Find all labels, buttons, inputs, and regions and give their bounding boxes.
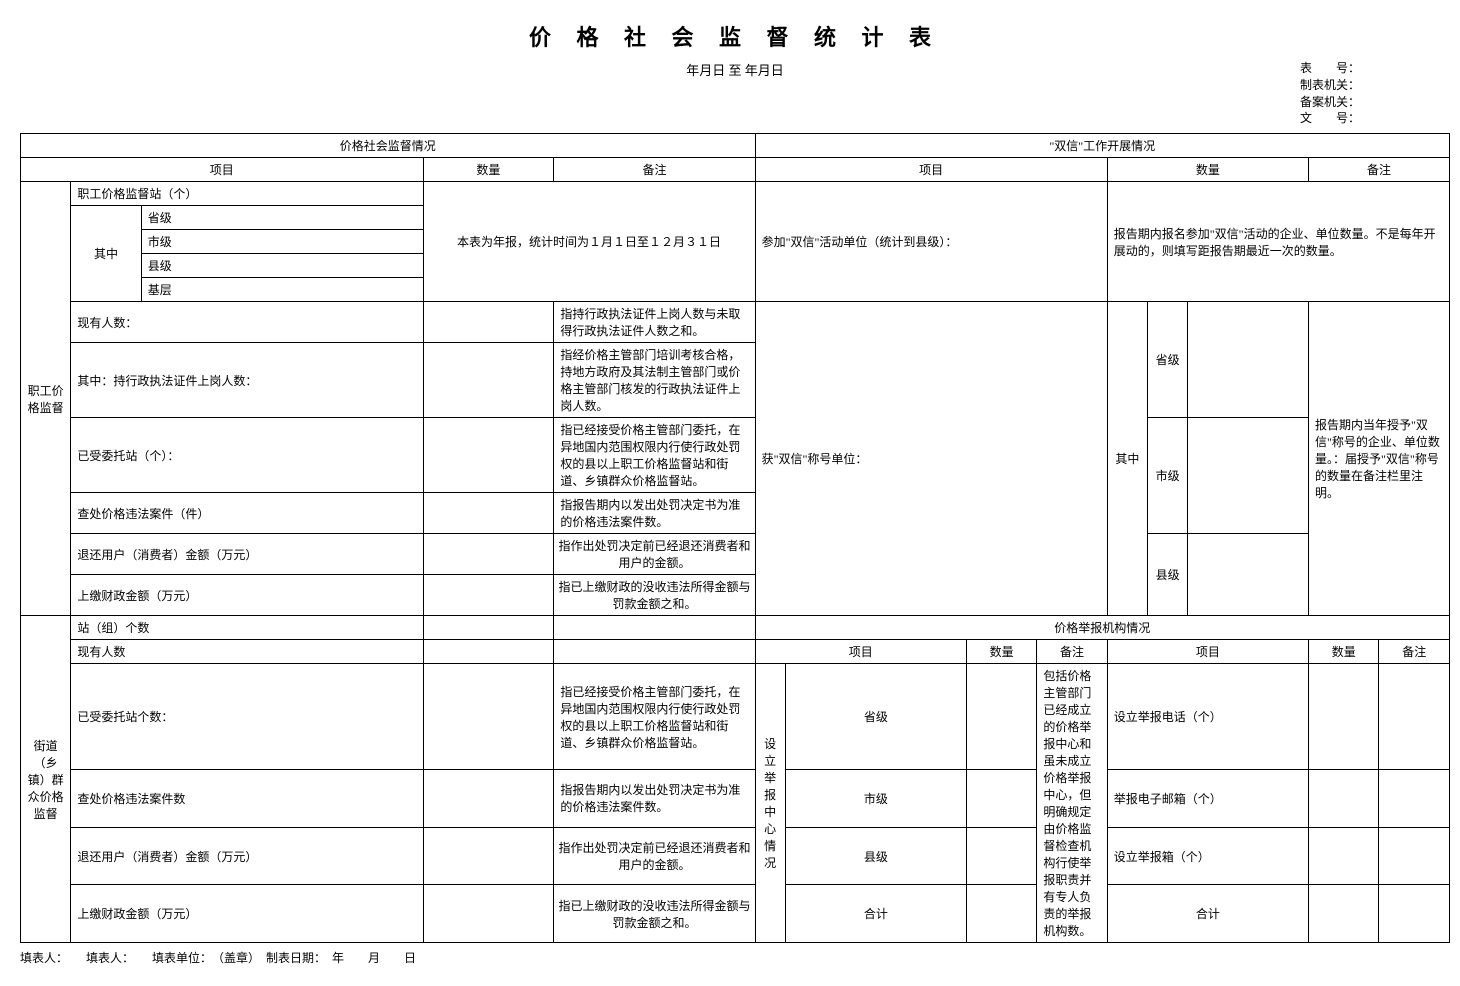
note8: 指已经接受价格主管部门委托，在异地国内范围权限内行使行政处罚权的县以上职工价格监… — [554, 418, 755, 493]
l-r1: 职工价格监督站（个） — [71, 182, 423, 206]
meta-doc-no: 文 号： — [1300, 110, 1450, 127]
r-lvl1: 省级 — [1148, 302, 1188, 418]
r-r2: 获"双信"称号单位： — [755, 302, 1107, 616]
r-subcat: 设立举报中心情况 — [755, 664, 785, 943]
main-table: 价格社会监督情况 "双信"工作开展情况 项目 数量 备注 项目 数量 备注 职工… — [20, 133, 1450, 943]
hdr-project-l: 项目 — [21, 158, 424, 182]
l-r8: 已受委托站（个）： — [71, 418, 423, 493]
r-pr2: 举报电子邮箱（个） — [1107, 769, 1308, 827]
note10: 指作出处罚决定前已经退还消费者和用户的金额。 — [554, 534, 755, 575]
page-title: 价 格 社 会 监 督 统 计 表 — [20, 20, 1450, 52]
r-pr4: 合计 — [1107, 885, 1308, 943]
note7: 指经价格主管部门培训考核合格，持地方政府及其法制主管部门或价格主管部门核发的行政… — [554, 343, 755, 418]
hdr-remark-l: 备注 — [554, 158, 755, 182]
hdr-project-r2a: 项目 — [755, 640, 966, 664]
note15: 指报告期内以发出处罚决定书为准的价格违法案件数。 — [554, 769, 755, 827]
l-r4: 县级 — [141, 254, 423, 278]
hdr-left-group: 价格社会监督情况 — [21, 134, 756, 158]
hdr-right-group: "双信"工作开展情况 — [755, 134, 1449, 158]
hdr-qty-l: 数量 — [423, 158, 554, 182]
hdr-remark-r2b: 备注 — [1379, 640, 1450, 664]
cat2: 街道（乡镇）群众价格监督 — [21, 616, 71, 943]
l-r5: 基层 — [141, 278, 423, 302]
hdr-remark-r2a: 备注 — [1037, 640, 1107, 664]
l-r17: 上缴财政金额（万元） — [71, 885, 423, 943]
meta-maker: 制表机关： — [1300, 77, 1450, 94]
r-pr1: 设立举报电话（个） — [1107, 664, 1308, 770]
l-r15: 查处价格违法案件数 — [71, 769, 423, 827]
note14: 指已经接受价格主管部门委托，在异地国内范围权限内行使行政处罚权的县以上职工价格监… — [554, 664, 755, 770]
l-r10: 退还用户（消费者）金额（万元） — [71, 534, 423, 575]
meta-block: 表 号： 制表机关： 备案机关： 文 号： — [1300, 60, 1450, 127]
r-sr2: 市级 — [785, 769, 966, 827]
r-note2: 报告期内当年授予"双信"称号的企业、单位数量。：届授予"双信"称号的数量在备注栏… — [1309, 302, 1450, 616]
l-r12: 站（组）个数 — [71, 616, 423, 640]
note6: 指持行政执法证件上岗人数与未取得行政执法证件人数之和。 — [554, 302, 755, 343]
l-r11: 上缴财政金额（万元） — [71, 575, 423, 616]
note1: 本表为年报，统计时间为１月１日至１２月３１日 — [423, 182, 755, 302]
r-sr3: 县级 — [785, 827, 966, 885]
l-r16: 退还用户（消费者）金额（万元） — [71, 827, 423, 885]
hdr-project-r2b: 项目 — [1107, 640, 1308, 664]
note17: 指已上缴财政的没收违法所得金额与罚款金额之和。 — [554, 885, 755, 943]
r-subnote: 包括价格主管部门已经成立的价格举报中心和虽未成立价格举报中心，但明确规定由价格监… — [1037, 664, 1107, 943]
r-lvl2: 市级 — [1148, 418, 1188, 534]
qizhong-r: 其中 — [1107, 302, 1147, 616]
hdr-qty-r: 数量 — [1107, 158, 1308, 182]
note9: 指报告期内以发出处罚决定书为准的价格违法案件数。 — [554, 493, 755, 534]
hdr-qty-r2b: 数量 — [1309, 640, 1379, 664]
hdr-project-r: 项目 — [755, 158, 1107, 182]
r-lvl3: 县级 — [1148, 534, 1188, 616]
l-r13: 现有人数 — [71, 640, 423, 664]
r-note1: 报告期内报名参加"双信"活动的企业、单位数量。不是每年开展动的，则填写距报告期最… — [1107, 182, 1449, 302]
date-range: 年月日 至 年月日 — [170, 60, 1300, 79]
l-r2: 省级 — [141, 206, 423, 230]
r-pr3: 设立举报箱（个） — [1107, 827, 1308, 885]
r-sr4: 合计 — [785, 885, 966, 943]
r-group2: 价格举报机构情况 — [755, 616, 1449, 640]
note11: 指已上缴财政的没收违法所得金额与罚款金额之和。 — [554, 575, 755, 616]
hdr-remark-r: 备注 — [1309, 158, 1450, 182]
meta-table-no: 表 号： — [1300, 60, 1450, 77]
note16: 指作出处罚决定前已经退还消费者和用户的金额。 — [554, 827, 755, 885]
r-sr1: 省级 — [785, 664, 966, 770]
l-r7: 其中：持行政执法证件上岗人数： — [71, 343, 423, 418]
cat1: 职工价格监督 — [21, 182, 71, 616]
l-r6: 现有人数： — [71, 302, 423, 343]
meta-record: 备案机关： — [1300, 94, 1450, 111]
hdr-qty-r2a: 数量 — [966, 640, 1036, 664]
l-r14: 已受委托站个数： — [71, 664, 423, 770]
r-r1: 参加"双信"活动单位（统计到县级）： — [755, 182, 1107, 302]
l-r9: 查处价格违法案件（件） — [71, 493, 423, 534]
footer: 填表人： 填表人： 填表单位： （盖章） 制表日期： 年 月 日 — [20, 949, 1450, 966]
l-r3: 市级 — [141, 230, 423, 254]
qizhong-l: 其中 — [71, 206, 141, 302]
